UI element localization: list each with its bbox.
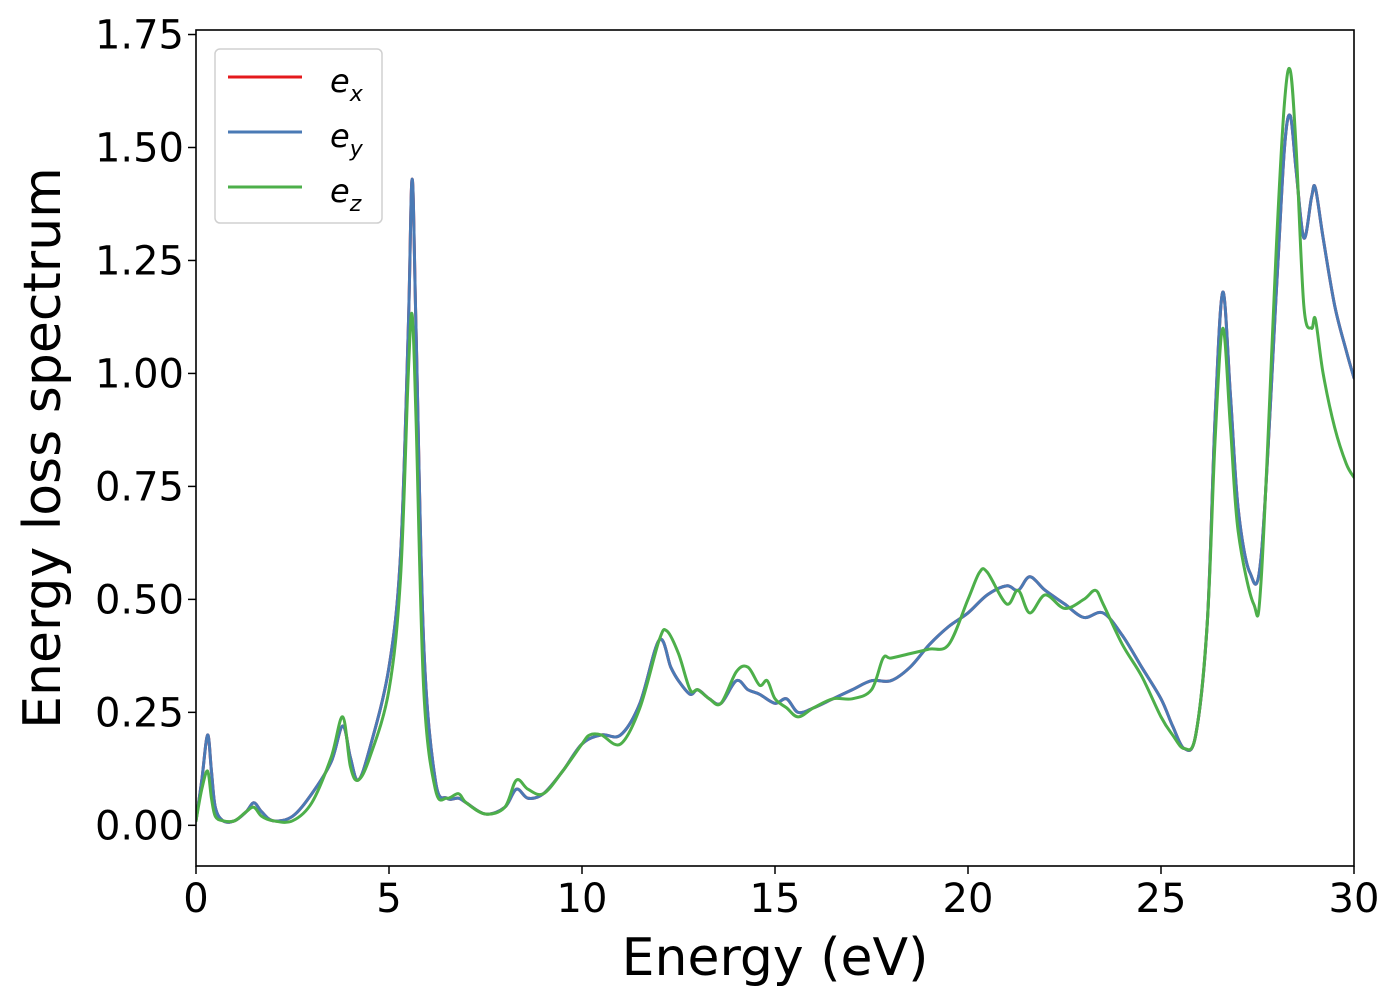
x-tick-label: 25 (1136, 876, 1187, 922)
x-axis-title: Energy (eV) (622, 928, 929, 988)
y-tick-label: 1.50 (95, 125, 184, 171)
legend-box (214, 48, 383, 224)
legend-label-ez: ez (330, 172, 362, 217)
legend-label-subscript: x (349, 82, 364, 107)
x-tick-label: 5 (376, 876, 401, 922)
y-axis-title: Energy loss spectrum (13, 167, 73, 729)
y-tick-label: 1.00 (95, 351, 184, 397)
y-tick-label: 1.25 (95, 238, 184, 284)
legend-label-main: e (330, 172, 350, 210)
series-line-ez (196, 67, 1354, 824)
y-axis-ticks: 0.00 0.25 0.50 0.75 1.00 1.25 1.50 1.75 (95, 13, 196, 849)
legend-label-subscript: z (349, 192, 362, 217)
y-tick-label: 0.75 (95, 464, 184, 510)
y-tick-label: 0.50 (95, 577, 184, 623)
legend-label-subscript: y (349, 137, 364, 162)
legend-label-ex: ex (330, 62, 364, 107)
x-tick-label: 20 (943, 876, 994, 922)
x-tick-label: 10 (557, 876, 608, 922)
legend-label-main: e (330, 117, 350, 155)
legend-label-ey: ey (330, 117, 364, 162)
y-tick-label: 1.75 (95, 13, 184, 59)
x-tick-label: 15 (750, 876, 801, 922)
x-tick-label: 30 (1329, 876, 1380, 922)
legend-label-main: e (330, 62, 350, 100)
y-tick-label: 0.00 (95, 803, 184, 849)
y-tick-label: 0.25 (95, 690, 184, 736)
x-tick-label: 0 (183, 876, 208, 922)
x-axis-ticks: 0 5 10 15 20 25 30 (183, 866, 1379, 922)
series-layer (196, 67, 1354, 824)
